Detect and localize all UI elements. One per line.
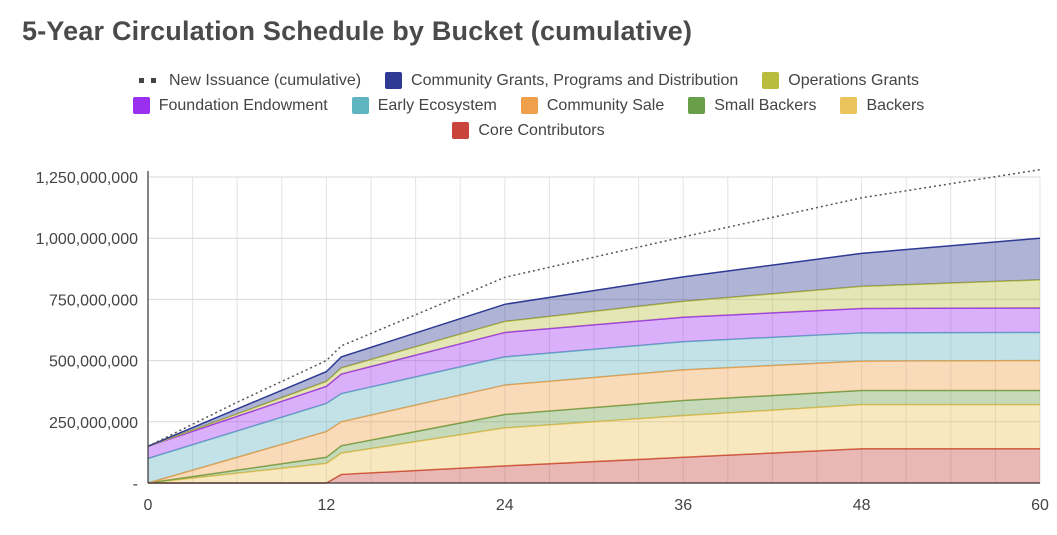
legend-label: Core Contributors — [478, 121, 605, 139]
legend-item[interactable]: Early Ecosystem — [351, 96, 497, 115]
x-tick-label: 0 — [144, 497, 153, 514]
area-edge-line — [147, 403, 1040, 484]
legend-label: New Issuance (cumulative) — [168, 71, 362, 89]
legend-item[interactable]: Core Contributors — [452, 121, 605, 140]
legend-swatch-icon — [452, 122, 470, 139]
y-tick-label: 1,000,000,000 — [36, 231, 138, 248]
legend-label: Operations Grants — [788, 71, 920, 89]
y-tick-label: 750,000,000 — [49, 292, 138, 309]
area-edge-line — [147, 237, 1041, 447]
area-community-grants-programs-and-distribution — [148, 238, 1040, 447]
legend-row: New Issuance (cumulative) Community Grant… — [0, 68, 1057, 93]
area-small-backers — [148, 390, 1040, 483]
dotted-line-icon — [138, 72, 160, 89]
legend-label: Community Grants, Programs and Distribut… — [411, 71, 739, 89]
x-tick-label: 36 — [674, 497, 692, 514]
legend-swatch-icon — [762, 72, 780, 89]
area-edge-line — [147, 389, 1040, 484]
y-tick-label: - — [133, 476, 138, 493]
area-community-sale — [148, 360, 1040, 483]
x-tick-label: 60 — [1031, 497, 1049, 514]
area-foundation-endowment — [148, 307, 1040, 459]
legend-item[interactable]: New Issuance (cumulative) — [138, 72, 361, 90]
legend-swatch-icon — [840, 97, 858, 114]
area-edge-line — [147, 279, 1041, 447]
area-edge-line — [147, 331, 1041, 460]
y-tick-label: 500,000,000 — [49, 354, 138, 371]
y-tick-label: 250,000,000 — [49, 415, 138, 432]
area-operations-grants — [148, 279, 1040, 447]
legend-label: Backers — [866, 96, 925, 114]
legend-row: Foundation Endowment Early Ecosystem Commu… — [0, 93, 1057, 118]
area-backers — [148, 404, 1040, 483]
legend-swatch-icon — [132, 97, 150, 114]
x-tick-label: 24 — [496, 497, 514, 514]
legend-item[interactable]: Community Sale — [520, 96, 665, 115]
chart-legend: New Issuance (cumulative) Community Grant… — [0, 68, 1057, 143]
area-edge-line — [147, 359, 1041, 484]
area-edge-line — [147, 307, 1041, 447]
area-early-ecosystem — [148, 332, 1040, 483]
legend-item[interactable]: Operations Grants — [762, 72, 919, 90]
legend-label: Early Ecosystem — [377, 96, 497, 114]
legend-item[interactable]: Community Grants, Programs and Distribut… — [385, 72, 738, 90]
legend-swatch-icon — [385, 72, 403, 89]
legend-swatch-icon — [351, 97, 369, 114]
legend-swatch-icon — [520, 97, 538, 114]
legend-row: Core Contributors — [0, 118, 1057, 143]
chart-title: 5-Year Circulation Schedule by Bucket (c… — [22, 16, 693, 46]
legend-label: Community Sale — [546, 96, 665, 114]
legend-swatch-icon — [688, 97, 706, 114]
legend-item[interactable]: Small Backers — [688, 97, 816, 115]
x-tick-label: 48 — [853, 497, 871, 514]
y-tick-label: 1,250,000,000 — [36, 170, 138, 187]
area-core-contributors — [148, 448, 1040, 483]
legend-item[interactable]: Foundation Endowment — [132, 96, 328, 115]
legend-label: Foundation Endowment — [158, 96, 328, 114]
new-issuance-line — [147, 168, 1041, 447]
legend-item[interactable]: Backers — [840, 97, 924, 115]
legend-label: Small Backers — [714, 96, 817, 114]
x-tick-label: 12 — [318, 497, 336, 514]
